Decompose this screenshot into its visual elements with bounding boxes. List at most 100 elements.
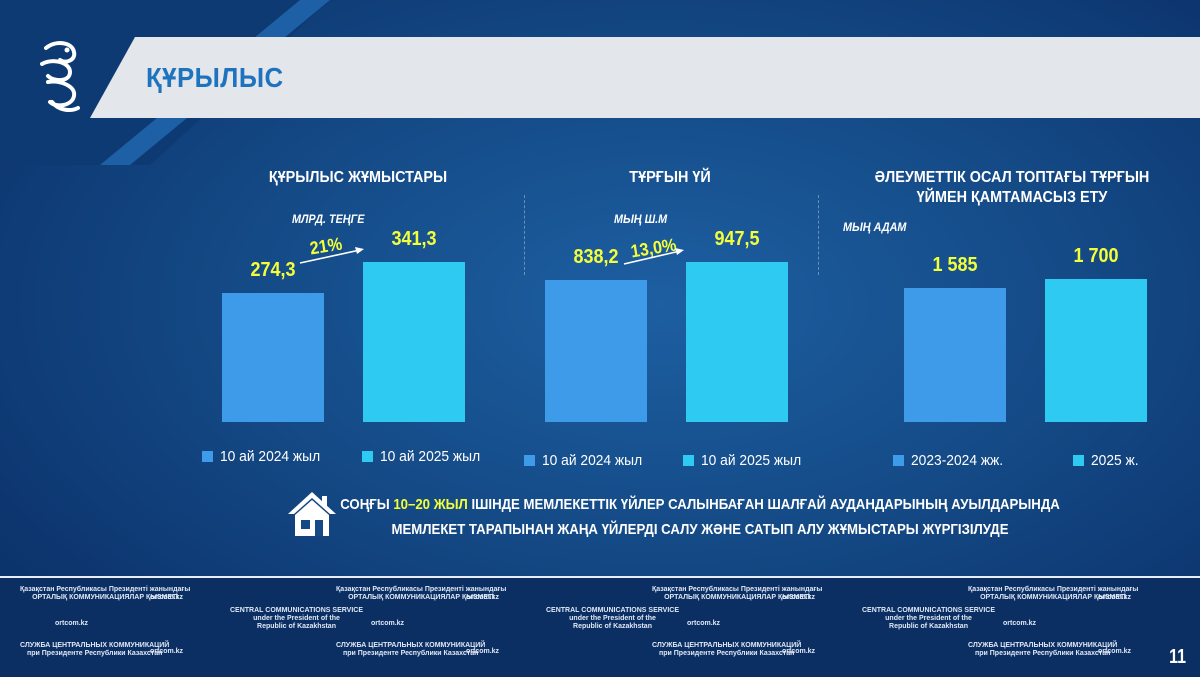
note-highlight: 10–20 ЖЫЛ [393,496,468,513]
footer-text-line: при Президенте Республики Казахстан [343,650,479,657]
footer-text: ortcom.kz [1098,648,1131,656]
chart-1-bar-2024 [222,293,324,422]
legend-label: 10 ай 2025 жыл [701,452,802,469]
footer-text-line: CENTRAL COMMUNICATIONS SERVICE [230,607,364,614]
chart-3-bar-2025 [1045,279,1147,422]
footer-text-line: ortcom.kz [687,620,721,627]
footer-text: ortcom.kz [1003,620,1036,628]
footer-text-line: CENTRAL COMMUNICATIONS SERVICE [546,607,680,614]
legend-swatch [524,455,535,466]
footer-text: СЛУЖБА ЦЕНТРАЛЬНЫХ КОММУНИКАЦИЙ при Прези… [20,642,169,658]
legend-label: 10 ай 2025 жыл [380,448,481,465]
house-icon [288,492,336,536]
footer-text-line: Republic of Kazakhstan [257,623,336,630]
chart-1-title: ҚҰРЫЛЫС ЖҰМЫСТАРЫ [268,169,448,186]
footer-text-line: СЛУЖБА ЦЕНТРАЛЬНЫХ КОММУНИКАЦИЙ [968,642,1118,649]
footer-text-line: ortcom.kz [1003,620,1037,627]
footer-text: Қазақстан Республикасы Президенті жанынд… [336,586,506,602]
footer-text: ortcom.kz [1098,594,1131,602]
chart-2-title: ТҰРҒЫН ҮЙ [629,169,711,186]
footer-text-line: under the President of the [569,615,656,622]
legend-swatch [202,451,213,462]
chart-1-growth-arrow-icon [299,247,364,264]
footer-text-line: ortcom.kz [1098,594,1132,601]
snow-leopard-logo-icon [40,41,80,112]
footer-text-line: ortcom.kz [466,648,500,655]
footer-text-line: ОРТАЛЫҚ КОММУНИКАЦИЯЛАР ҚЫЗМЕТІ [348,594,495,601]
footer-text: ortcom.kz [150,594,183,602]
footer-text-line: при Президенте Республики Казахстан [975,650,1111,657]
chart-3-legend-2025: 2025 ж. [1073,452,1143,469]
footer-text-line: under the President of the [253,615,340,622]
chart-2-unit: МЫҢ Ш.М [614,212,668,226]
footer-text-line: Republic of Kazakhstan [889,623,968,630]
note-line-1-suffix: ІШІНДЕ МЕМЛЕКЕТТІК ҮЙЛЕР САЛЫНБАҒАН ШАЛҒ… [467,496,1060,513]
footer-text-line: ОРТАЛЫҚ КОММУНИКАЦИЯЛАР ҚЫЗМЕТІ [664,594,811,601]
chart-2-legend-2024: 10 ай 2024 жыл [524,452,651,469]
chart-divider-1 [524,195,525,275]
footer-text: ortcom.kz [466,648,499,656]
page-number: 11 [1168,646,1186,668]
footer-text: Қазақстан Республикасы Президенті жанынд… [968,586,1138,602]
footer-text-line: ОРТАЛЫҚ КОММУНИКАЦИЯЛАР ҚЫЗМЕТІ [32,594,179,601]
chart-3-value-2023-2024: 1 585 [932,254,978,276]
footer-text-line: СЛУЖБА ЦЕНТРАЛЬНЫХ КОММУНИКАЦИЙ [20,642,170,649]
chart-1-value-2025: 341,3 [391,228,437,250]
footer-text-line: under the President of the [885,615,972,622]
footer-text-line: ortcom.kz [466,594,500,601]
footer-text: СЛУЖБА ЦЕНТРАЛЬНЫХ КОММУНИКАЦИЙ при Прези… [336,642,485,658]
footer-text-line: Қазақстан Республикасы Президенті жанынд… [652,586,823,593]
footer-text-line: CENTRAL COMMUNICATIONS SERVICE [862,607,996,614]
footer-text: Қазақстан Республикасы Президенті жанынд… [20,586,190,602]
note-line-1-prefix: СОҢҒЫ [340,496,394,513]
footer-text-line: ОРТАЛЫҚ КОММУНИКАЦИЯЛАР ҚЫЗМЕТІ [980,594,1127,601]
legend-swatch [683,455,694,466]
chart-2-bar-2024 [545,280,647,422]
footer-text-line: ortcom.kz [371,620,405,627]
legend-label: 10 ай 2024 жыл [542,452,643,469]
chart-1-legend-2024: 10 ай 2024 жыл [202,448,329,465]
footer-text-line: Қазақстан Республикасы Президенті жанынд… [20,586,191,593]
footer-text-line: Қазақстан Республикасы Президенті жанынд… [336,586,507,593]
chart-2-growth-arrow-icon [623,248,684,265]
note-line-1: СОҢҒЫ 10–20 ЖЫЛ ІШІНДЕ МЕМЛЕКЕТТІК ҮЙЛЕР… [339,496,1061,513]
footer-text-line: СЛУЖБА ЦЕНТРАЛЬНЫХ КОММУНИКАЦИЙ [336,642,486,649]
chart-3-legend-2023-2024: 2023-2024 жж. [893,452,1011,469]
legend-label: 2023-2024 жж. [911,452,1004,469]
chart-2-bar-2025 [686,262,788,422]
legend-swatch [893,455,904,466]
chart-1-value-2024: 274,3 [250,259,296,281]
footer-text-line: ortcom.kz [55,620,89,627]
footer-text-line: Republic of Kazakhstan [573,623,652,630]
footer-text-line: ortcom.kz [782,594,816,601]
footer-text-line: СЛУЖБА ЦЕНТРАЛЬНЫХ КОММУНИКАЦИЙ [652,642,802,649]
chart-2-value-2025: 947,5 [714,228,760,250]
footer-text: ortcom.kz [782,648,815,656]
footer [0,576,1200,677]
chart-2-legend-2025: 10 ай 2025 жыл [683,452,810,469]
footer-text-line: ortcom.kz [150,648,184,655]
chart-3-bar-2023-2024 [904,288,1006,422]
footer-text: ortcom.kz [55,620,88,628]
chart-2-value-2024: 838,2 [573,246,619,268]
footer-text-line: при Президенте Республики Казахстан [659,650,795,657]
chart-1-legend-2025: 10 ай 2025 жыл [362,448,489,465]
title-banner [90,37,1200,118]
footer-text: CENTRAL COMMUNICATIONS SERVICE under the … [230,607,363,631]
footer-text: ortcom.kz [466,594,499,602]
legend-label: 10 ай 2024 жыл [220,448,321,465]
footer-text: ortcom.kz [371,620,404,628]
footer-text: ortcom.kz [782,594,815,602]
footer-text-line: при Президенте Республики Казахстан [27,650,163,657]
page-title: ҚҰРЫЛЫС [146,62,284,93]
legend-swatch [362,451,373,462]
footer-text-line: ortcom.kz [1098,648,1132,655]
footer-text: Қазақстан Республикасы Президенті жанынд… [652,586,822,602]
chart-3-title: ӘЛЕУМЕТТІК ОСАЛ ТОПТАҒЫ ТҰРҒЫН ҮЙМЕН ҚАМ… [874,169,1150,206]
footer-text: СЛУЖБА ЦЕНТРАЛЬНЫХ КОММУНИКАЦИЙ при Прези… [968,642,1117,658]
legend-label: 2025 ж. [1091,452,1139,469]
footer-text: СЛУЖБА ЦЕНТРАЛЬНЫХ КОММУНИКАЦИЙ при Прези… [652,642,801,658]
note-line-2: МЕМЛЕКЕТ ТАРАПЫНАН ЖАҢА ҮЙЛЕРДІ САЛУ ЖӘН… [391,521,1009,538]
chart-3-unit: МЫҢ АДАМ [843,220,907,234]
chart-1-unit: МЛРД. ТЕҢГЕ [292,212,365,226]
